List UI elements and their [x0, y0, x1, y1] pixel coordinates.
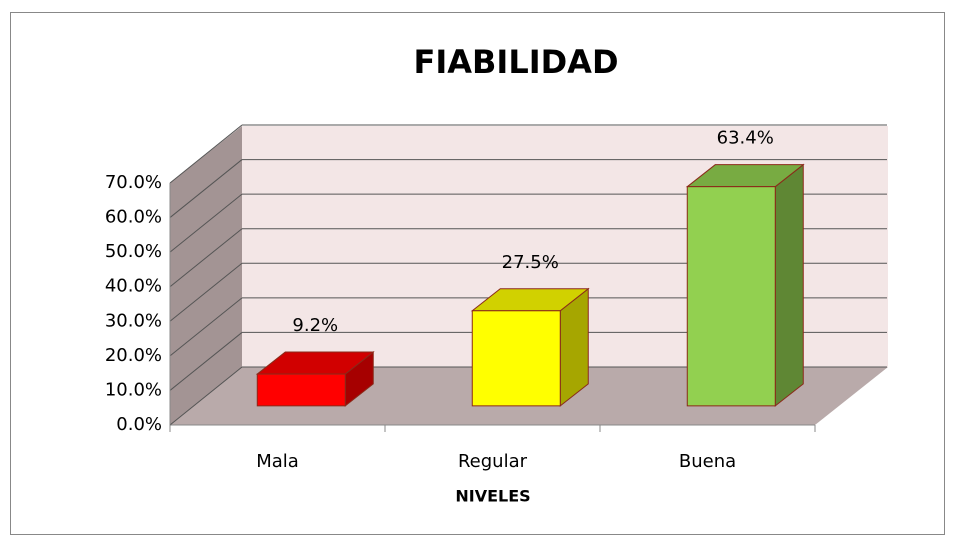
y-tick-label: 30.0% [105, 310, 162, 331]
bar [256, 373, 346, 407]
y-tick-label: 50.0% [105, 241, 162, 262]
x-tick-label: Mala [256, 451, 299, 472]
y-tick-label: 40.0% [105, 276, 162, 297]
grid-line [169, 366, 243, 426]
x-tick-label: Regular [458, 451, 528, 472]
grid-line [169, 228, 243, 288]
side-wall [170, 126, 242, 425]
y-tick-label: 10.0% [105, 379, 162, 400]
data-label: 63.4% [717, 128, 774, 149]
bar [471, 310, 561, 407]
grid-line [169, 193, 243, 253]
bar [686, 186, 776, 407]
y-tick-label: 20.0% [105, 345, 162, 366]
y-tick-label: 0.0% [116, 414, 162, 435]
grid-line [169, 159, 243, 218]
data-label: 9.2% [292, 315, 338, 336]
grid-line [169, 297, 243, 357]
bar-side [774, 163, 804, 407]
grid-line [169, 124, 243, 184]
grid-line [169, 262, 243, 322]
grid-line [169, 332, 243, 391]
chart-title: FIABILIDAD [413, 43, 618, 81]
x-tick-label: Buena [679, 451, 736, 472]
y-tick-label: 60.0% [105, 207, 162, 228]
x-axis-title: NIVELES [455, 487, 530, 506]
y-tick-label: 70.0% [105, 172, 162, 193]
data-label: 27.5% [502, 252, 559, 273]
